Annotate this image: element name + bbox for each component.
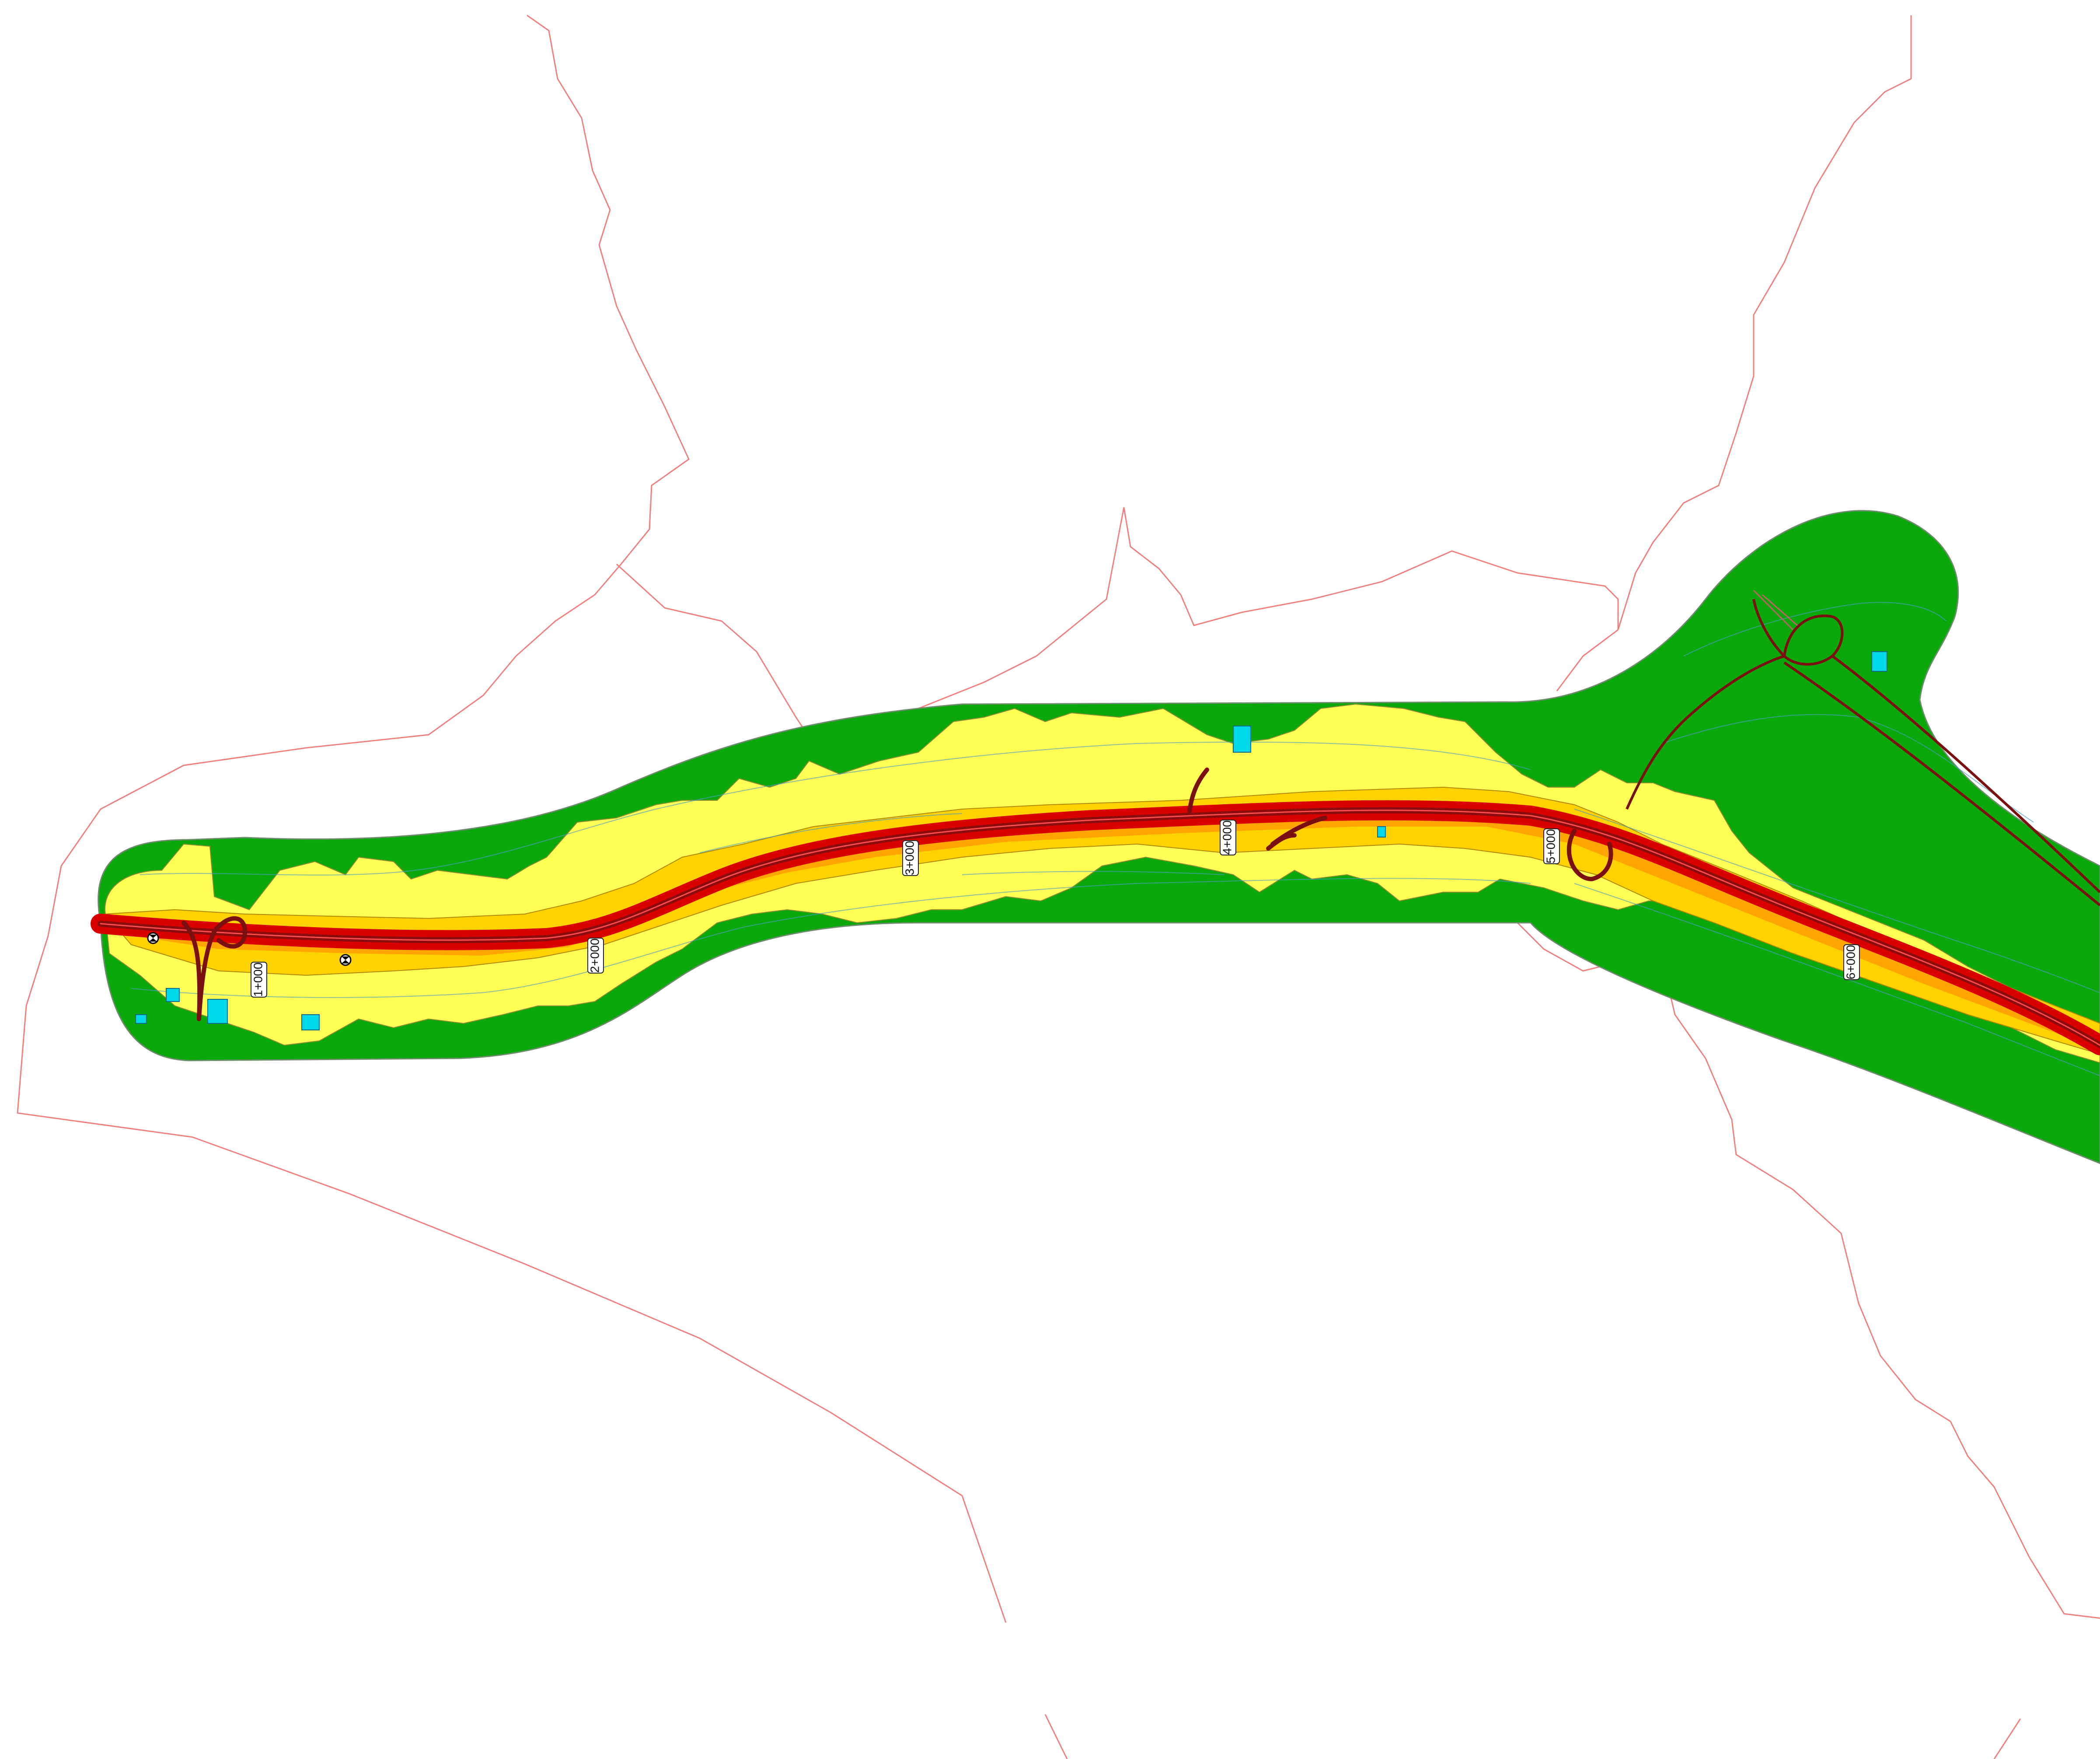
chainage-label-text: 1+000 (251, 963, 265, 997)
chainage-label: 6+000 (1843, 944, 1860, 980)
east-connector-road (1626, 655, 1785, 810)
central-north-ramp (1187, 768, 1209, 813)
west-interchange-loop (197, 916, 247, 1021)
chainage-label: 2+000 (587, 938, 604, 974)
building (1871, 651, 1887, 672)
west-interchange (181, 916, 247, 1021)
circle-cross-icon (339, 954, 352, 966)
boundary-line-south-stub-east (1993, 1718, 2021, 1759)
chainage-label: 3+000 (902, 840, 919, 876)
northeast-spur-east (1831, 655, 2100, 893)
northeast-service-line (1753, 590, 1798, 631)
boundary-line-south-stub (1044, 1714, 1068, 1759)
building (135, 1014, 147, 1024)
boundary-line-central (616, 563, 814, 744)
west-interchange-ramp (181, 921, 202, 1021)
chainage-labels: 1+000 2+000 3+000 4+000 5+000 6+000 (251, 820, 1860, 998)
chainage-label-text: 3+000 (903, 841, 916, 876)
boundary-line-northeast (1617, 15, 1912, 630)
boundary-line-ridge (813, 507, 1619, 744)
building (301, 1014, 320, 1030)
chainage-label: 1+000 (251, 962, 267, 998)
main-road-centerline (100, 810, 2100, 1046)
chainage-label-text: 2+000 (588, 939, 601, 973)
central-ramps (1187, 768, 1327, 851)
corridor-yellow-zone (104, 703, 2100, 1064)
chainage-label-text: 6+000 (1844, 945, 1857, 980)
terrain-contours (131, 602, 2100, 1076)
boundary-line-east-spur (1556, 629, 1619, 691)
central-south-ramp (1266, 816, 1327, 851)
station-markers (147, 932, 352, 966)
chainage-label: 4+000 (1220, 820, 1236, 855)
buildings-layer (135, 651, 1887, 1030)
east-interchange-loop (1566, 829, 1613, 881)
northeast-spur-west (1752, 599, 1786, 657)
building (207, 999, 228, 1024)
northeast-spur-parallel (1783, 661, 2100, 907)
main-road (91, 800, 2100, 1055)
northeast-interchange-loop (1783, 614, 1844, 666)
building (1233, 726, 1251, 753)
chainage-label-text: 4+000 (1220, 820, 1234, 855)
east-interchange (1566, 590, 2100, 907)
circle-cross-icon (147, 932, 159, 944)
chainage-label-text: 5+000 (1544, 829, 1557, 864)
boundary-line-southwest (192, 1136, 1007, 1623)
building (166, 988, 180, 1002)
boundary-line-northwest (17, 14, 690, 1138)
building (1377, 826, 1386, 838)
chainage-label: 5+000 (1543, 828, 1560, 864)
